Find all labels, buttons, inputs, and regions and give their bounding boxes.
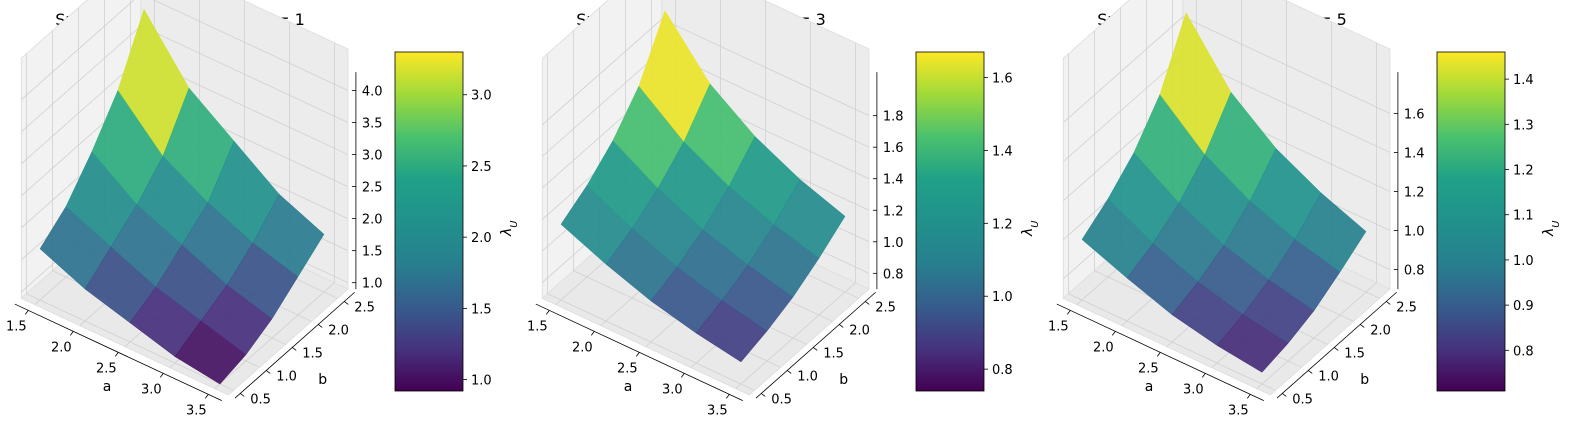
- x-tick-label: 2.5: [1138, 361, 1159, 376]
- y-tick-label: 1.5: [1344, 346, 1365, 361]
- colorbar: 0.8 0.9 1.0 1.1 1.2 1.3 1.4 λU: [1436, 51, 1562, 392]
- x-tick-label: 3.5: [707, 403, 728, 418]
- colorbar-tick-label: 1.4: [1513, 73, 1534, 88]
- z-tick-label: 1.6: [1404, 107, 1425, 122]
- colorbar-tick-label: 1.2: [992, 217, 1013, 232]
- x-tick-label: 2.5: [617, 361, 638, 376]
- z-tick-label: 1.4: [1404, 146, 1425, 161]
- y-tick-label: 2.0: [328, 323, 349, 338]
- y-tick-label: 2.5: [354, 300, 375, 315]
- x-axis: 1.5 2.0 2.5 3.0 3.5 a: [527, 303, 743, 418]
- x-tick-label: 2.5: [96, 361, 117, 376]
- surface: [39, 8, 325, 385]
- surface-patch: [252, 193, 325, 277]
- y-tick-label: 1.5: [823, 346, 844, 361]
- colorbar-tick-label: 1.1: [1513, 209, 1534, 224]
- surface-panel-w0-1: Surface Plot of λU when W0 = 11.52.02.53…: [6, 0, 416, 418]
- surface-panel-w0-5: Surface Plot of λU when W0 = 51.52.02.53…: [1048, 0, 1458, 418]
- colorbar-tick-label: 3.0: [471, 89, 492, 104]
- x-axis: 1.5 2.0 2.5 3.0 3.5 a: [1048, 303, 1264, 418]
- y-tick-label: 0.5: [771, 392, 792, 407]
- z-tick-label: 1.0: [883, 236, 904, 251]
- z-tick-label: 1.6: [883, 141, 904, 156]
- colorbar-tick-label: 1.0: [471, 374, 492, 389]
- x-tick-label: 2.0: [51, 340, 72, 355]
- x-tick-label: 3.0: [1183, 382, 1204, 397]
- z-tick-label: 2.0: [362, 213, 383, 228]
- z-tick-label: 1.2: [883, 204, 904, 219]
- x-axis-label: a: [1145, 379, 1154, 395]
- colorbar: 0.8 1.0 1.2 1.4 1.6 λU: [915, 51, 1041, 392]
- z-tick-label: 1.0: [1404, 225, 1425, 240]
- x-tick-label: 3.5: [186, 403, 207, 418]
- surface: [1081, 12, 1367, 373]
- z-tick-label: 4.0: [362, 85, 383, 100]
- y-tick-label: 2.5: [1396, 300, 1417, 315]
- colorbar-tick-label: 2.5: [471, 160, 492, 175]
- y-axis-label: b: [839, 372, 848, 388]
- colorbar-tick-label: 0.9: [1513, 299, 1534, 314]
- x-tick-label: 2.0: [1093, 340, 1114, 355]
- colorbar-tick-label: 1.4: [992, 144, 1013, 159]
- y-axis: 0.5 1.0 1.5 2.0 2.5 b: [755, 291, 896, 407]
- z-tick-label: 0.8: [883, 267, 904, 282]
- z-tick-label: 1.0: [362, 277, 383, 292]
- colorbar-tick-label: 1.2: [1513, 164, 1534, 179]
- colorbar-tick-label: 1.0: [992, 290, 1013, 305]
- colorbar-tick-label: 1.3: [1513, 118, 1534, 133]
- z-tick-label: 3.5: [362, 117, 383, 132]
- colorbar-label: λU: [1020, 221, 1041, 237]
- colorbar-tick-label: 2.0: [471, 231, 492, 246]
- y-tick-label: 2.5: [875, 300, 896, 315]
- colorbar-label: λU: [1541, 221, 1562, 237]
- x-axis-label: a: [103, 379, 112, 395]
- colorbar-gradient: [394, 51, 464, 392]
- z-tick-label: 0.8: [1404, 264, 1425, 279]
- z-tick-label: 1.4: [883, 173, 904, 188]
- x-tick-label: 1.5: [1048, 319, 1069, 334]
- y-tick-label: 1.0: [797, 369, 818, 384]
- z-tick-label: 3.0: [362, 149, 383, 164]
- colorbar-tick-label: 1.6: [992, 72, 1013, 87]
- surface-patch: [1294, 192, 1367, 273]
- y-axis-label: b: [1360, 372, 1369, 388]
- y-axis: 0.5 1.0 1.5 2.0 2.5 b: [234, 291, 375, 407]
- x-tick-label: 2.0: [572, 340, 593, 355]
- y-axis-label: b: [318, 372, 327, 388]
- colorbar-tick-label: 0.8: [992, 363, 1013, 378]
- surface-patch: [773, 179, 846, 259]
- z-tick-label: 1.5: [362, 245, 383, 260]
- colorbar-label: λU: [499, 221, 520, 237]
- x-tick-label: 1.5: [6, 319, 27, 334]
- y-tick-label: 2.0: [1370, 323, 1391, 338]
- y-tick-label: 1.0: [1318, 369, 1339, 384]
- y-tick-label: 1.0: [276, 369, 297, 384]
- colorbar-gradient: [915, 51, 985, 392]
- y-tick-label: 1.5: [302, 346, 323, 361]
- surface: [560, 10, 846, 363]
- colorbar: 1.0 1.5 2.0 2.5 3.0 λU: [394, 51, 520, 392]
- y-tick-label: 0.5: [1292, 392, 1313, 407]
- colorbar-gradient: [1436, 51, 1506, 392]
- z-tick-label: 2.5: [362, 181, 383, 196]
- x-tick-label: 3.0: [141, 382, 162, 397]
- colorbar-tick-label: 1.0: [1513, 254, 1534, 269]
- surface-panel-w0-3: Surface Plot of λU when W0 = 31.52.02.53…: [527, 0, 937, 418]
- x-axis: 1.5 2.0 2.5 3.0 3.5 a: [6, 303, 222, 418]
- x-tick-label: 3.0: [662, 382, 683, 397]
- x-tick-label: 3.5: [1228, 403, 1249, 418]
- y-axis: 0.5 1.0 1.5 2.0 2.5 b: [1276, 291, 1417, 407]
- x-tick-label: 1.5: [527, 319, 548, 334]
- z-tick-label: 1.8: [883, 110, 904, 125]
- z-tick-label: 1.2: [1404, 185, 1425, 200]
- colorbar-tick-label: 1.5: [471, 302, 492, 317]
- y-tick-label: 2.0: [849, 323, 870, 338]
- x-axis-label: a: [624, 379, 633, 395]
- y-tick-label: 0.5: [250, 392, 271, 407]
- colorbar-tick-label: 0.8: [1513, 344, 1534, 359]
- z-axis: 0.81.01.21.41.61.8λU: [872, 72, 937, 290]
